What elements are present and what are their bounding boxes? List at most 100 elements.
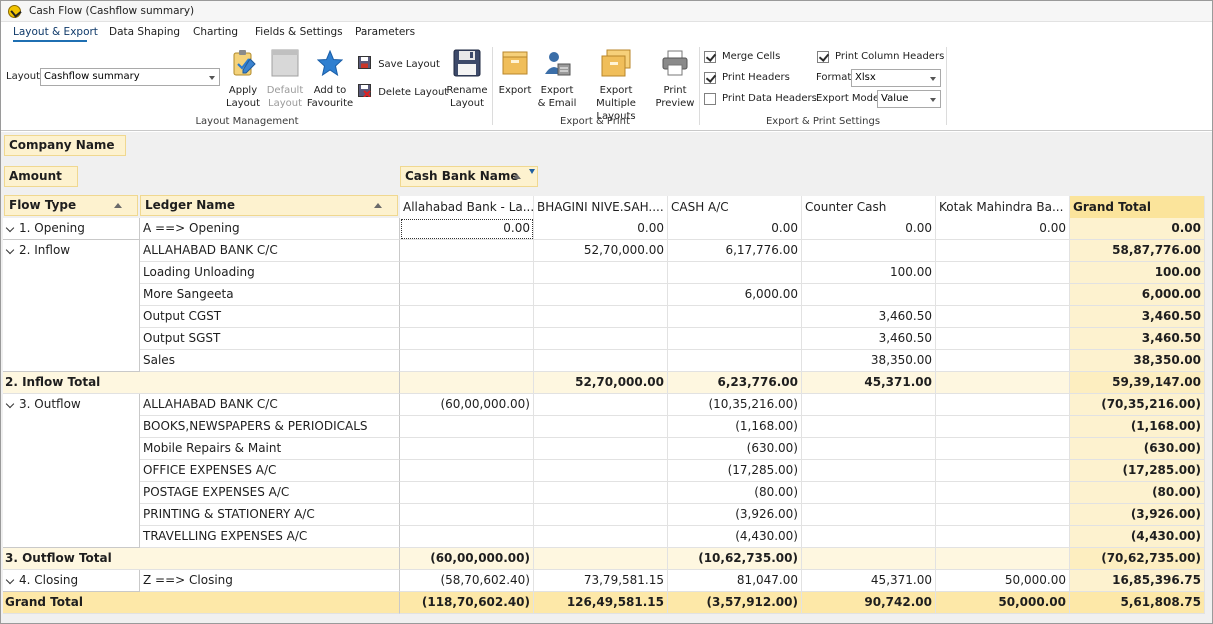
value-cell[interactable]: 0.00 xyxy=(534,218,668,240)
column-header[interactable]: Counter Cash xyxy=(802,196,936,218)
grand-total-cell[interactable]: (80.00) xyxy=(1070,482,1205,504)
value-cell[interactable] xyxy=(400,306,534,328)
grand-total-cell[interactable]: (17,285.00) xyxy=(1070,460,1205,482)
value-cell[interactable] xyxy=(936,416,1070,438)
value-cell[interactable]: 6,000.00 xyxy=(668,284,802,306)
value-cell[interactable]: 0.00 xyxy=(936,218,1070,240)
grand-total-cell[interactable]: 16,85,396.75 xyxy=(1070,570,1205,592)
value-cell[interactable]: (17,285.00) xyxy=(668,460,802,482)
value-cell[interactable] xyxy=(400,284,534,306)
filter-field-company-name[interactable]: Company Name xyxy=(4,135,126,156)
group-total-cell[interactable]: 6,23,776.00 xyxy=(668,372,802,394)
format-select[interactable]: Xlsx xyxy=(851,69,941,87)
value-cell[interactable] xyxy=(668,306,802,328)
export-multiple-layouts-button[interactable]: Export Multiple Layouts xyxy=(579,47,653,122)
tab-parameters[interactable]: Parameters xyxy=(355,26,416,38)
group-total-cell[interactable]: 52,70,000.00 xyxy=(534,372,668,394)
value-cell[interactable] xyxy=(802,504,936,526)
value-cell[interactable]: 73,79,581.15 xyxy=(534,570,668,592)
row-field-flow-type[interactable]: Flow Type xyxy=(4,195,138,216)
value-cell[interactable] xyxy=(936,504,1070,526)
flow-type-cell[interactable]: 2. Inflow xyxy=(3,240,140,372)
delete-layout-button[interactable]: Delete Layout xyxy=(358,84,448,98)
value-cell[interactable] xyxy=(936,394,1070,416)
value-cell[interactable]: 81,047.00 xyxy=(668,570,802,592)
value-cell[interactable]: 50,000.00 xyxy=(936,570,1070,592)
grand-total-cell[interactable]: 90,742.00 xyxy=(802,592,936,614)
export-email-button[interactable]: Export & Email xyxy=(537,47,577,109)
default-layout-button[interactable]: Default Layout xyxy=(265,47,305,109)
group-total-cell[interactable]: 59,39,147.00 xyxy=(1070,372,1205,394)
flow-type-cell[interactable]: 3. Outflow xyxy=(3,394,140,548)
grand-total-cell[interactable]: (70,35,216.00) xyxy=(1070,394,1205,416)
column-header[interactable]: CASH A/C xyxy=(668,196,802,218)
value-cell[interactable]: 45,371.00 xyxy=(802,570,936,592)
tab-charting[interactable]: Charting xyxy=(193,26,239,38)
value-cell[interactable]: 38,350.00 xyxy=(802,350,936,372)
value-cell[interactable]: 52,70,000.00 xyxy=(534,240,668,262)
grand-total-cell[interactable]: 38,350.00 xyxy=(1070,350,1205,372)
value-cell[interactable] xyxy=(400,328,534,350)
value-cell[interactable]: 0.00 xyxy=(802,218,936,240)
group-total-cell[interactable]: (10,62,735.00) xyxy=(668,548,802,570)
value-cell[interactable] xyxy=(400,416,534,438)
value-cell[interactable]: 3,460.50 xyxy=(802,306,936,328)
value-cell[interactable] xyxy=(534,328,668,350)
grand-total-cell[interactable]: (3,926.00) xyxy=(1070,504,1205,526)
print-preview-button[interactable]: Print Preview xyxy=(655,47,695,109)
row-field-ledger-name[interactable]: Ledger Name xyxy=(140,195,398,216)
chevron-down-icon[interactable] xyxy=(5,399,15,409)
grand-total-cell[interactable]: 6,000.00 xyxy=(1070,284,1205,306)
grand-total-cell[interactable]: (118,70,602.40) xyxy=(400,592,534,614)
value-cell[interactable] xyxy=(668,328,802,350)
grand-total-cell[interactable]: 58,87,776.00 xyxy=(1070,240,1205,262)
value-cell[interactable]: (58,70,602.40) xyxy=(400,570,534,592)
flow-type-cell[interactable]: 1. Opening xyxy=(3,218,140,240)
value-cell[interactable] xyxy=(400,526,534,548)
group-total-cell[interactable]: (60,00,000.00) xyxy=(400,548,534,570)
group-total-cell[interactable] xyxy=(802,548,936,570)
value-cell[interactable] xyxy=(534,438,668,460)
group-total-cell[interactable] xyxy=(936,548,1070,570)
group-total-cell[interactable]: 45,371.00 xyxy=(802,372,936,394)
column-header[interactable]: BHAGINI NIVE.SAH.... xyxy=(534,196,668,218)
value-cell[interactable] xyxy=(534,262,668,284)
ledger-name-cell[interactable]: ALLAHABAD BANK C/C xyxy=(140,394,400,416)
value-cell[interactable] xyxy=(936,262,1070,284)
data-field-amount[interactable]: Amount xyxy=(4,166,78,187)
grand-total-cell[interactable]: (4,430.00) xyxy=(1070,526,1205,548)
ledger-name-cell[interactable]: PRINTING & STATIONERY A/C xyxy=(140,504,400,526)
chevron-down-icon[interactable] xyxy=(5,223,15,233)
ledger-name-cell[interactable]: Loading Unloading xyxy=(140,262,400,284)
value-cell[interactable] xyxy=(936,526,1070,548)
grand-total-cell[interactable]: (630.00) xyxy=(1070,438,1205,460)
apply-layout-button[interactable]: Apply Layout xyxy=(223,47,263,109)
value-cell[interactable] xyxy=(534,284,668,306)
value-cell[interactable] xyxy=(400,504,534,526)
value-cell[interactable] xyxy=(802,438,936,460)
print-column-headers-checkbox[interactable] xyxy=(817,51,829,63)
value-cell[interactable] xyxy=(534,460,668,482)
value-cell[interactable] xyxy=(668,262,802,284)
ledger-name-cell[interactable]: Mobile Repairs & Maint xyxy=(140,438,400,460)
value-cell[interactable] xyxy=(534,350,668,372)
value-cell[interactable] xyxy=(936,350,1070,372)
column-field-cash-bank-name[interactable]: Cash Bank Name xyxy=(400,166,538,187)
layout-select[interactable]: Cashflow summary xyxy=(40,68,220,86)
value-cell[interactable] xyxy=(534,416,668,438)
grand-total-cell[interactable]: 100.00 xyxy=(1070,262,1205,284)
export-mode-select[interactable]: Value xyxy=(877,90,941,108)
grand-total-cell[interactable]: 0.00 xyxy=(1070,218,1205,240)
value-cell[interactable] xyxy=(534,394,668,416)
tab-data-shaping[interactable]: Data Shaping xyxy=(109,26,181,38)
value-cell[interactable] xyxy=(400,262,534,284)
rename-layout-button[interactable]: Rename Layout xyxy=(445,47,489,109)
value-cell[interactable]: (630.00) xyxy=(668,438,802,460)
value-cell[interactable] xyxy=(802,284,936,306)
print-data-headers-checkbox[interactable] xyxy=(704,93,716,105)
ledger-name-cell[interactable]: Sales xyxy=(140,350,400,372)
value-cell[interactable] xyxy=(936,460,1070,482)
merge-cells-checkbox[interactable] xyxy=(704,51,716,63)
value-cell[interactable] xyxy=(936,240,1070,262)
tab-layout-export[interactable]: Layout & Export xyxy=(13,26,98,38)
